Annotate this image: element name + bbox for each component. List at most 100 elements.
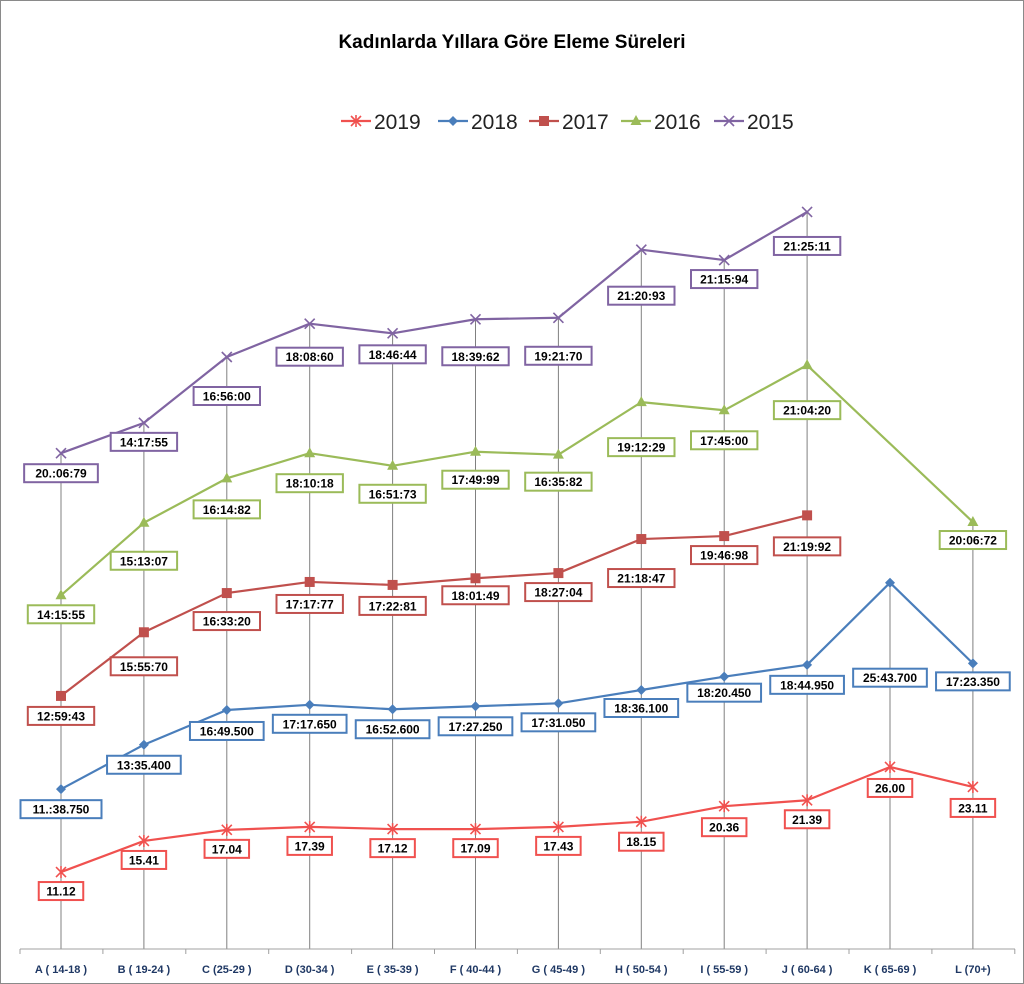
data-label-text: 18:08:60: [286, 350, 334, 364]
data-label-box: [192, 386, 262, 406]
data-point-2018: [553, 698, 564, 709]
data-point-2019: [718, 800, 730, 813]
data-point-2016: [967, 516, 979, 527]
legend-label: 2015: [747, 111, 794, 134]
x-tick-label: C (25-29 ): [202, 964, 252, 976]
data-label-text: 17:31.050: [531, 716, 585, 730]
data-point-2015: [469, 313, 482, 325]
data-label-box: [358, 344, 427, 365]
data-label-2016: 20:06:72: [938, 530, 1008, 551]
data-labels: 11.12 15.41 17.04 17.39 17.12 17.09 17.43 18.15…: [19, 235, 1011, 902]
data-label-2015: 18:46:44: [358, 344, 427, 365]
data-label-2018: 18:20.450: [686, 682, 763, 703]
data-label-box: [607, 437, 676, 458]
data-label-box: [275, 593, 344, 614]
x-tick-label: L (70+): [955, 964, 991, 976]
data-label-box: [524, 582, 593, 603]
x-tick-label: B ( 19-24 ): [118, 964, 171, 976]
data-point-2016: [635, 396, 647, 407]
data-label-box: [188, 720, 265, 741]
data-label-2019: 18.15: [618, 831, 665, 852]
data-point-2016: [552, 448, 564, 459]
data-label-2016: 18:10:18: [275, 473, 344, 494]
data-point-2017: [636, 534, 647, 545]
data-label-box: [618, 831, 665, 852]
marker-asterisk: [350, 115, 362, 127]
data-label-2019: 26.00: [866, 777, 914, 798]
series-lines: [55, 206, 979, 879]
data-label-text: 21:18:47: [617, 572, 665, 586]
data-label-box: [535, 835, 582, 856]
data-label-text: 16:49.500: [200, 724, 254, 738]
data-label-2016: 16:35:82: [524, 471, 593, 492]
data-point-2017: [138, 627, 149, 638]
data-point-2015: [55, 447, 67, 459]
data-point-2018: [138, 739, 149, 750]
data-label-text: 18:46:44: [369, 348, 417, 362]
data-label-box: [772, 235, 842, 256]
data-point-2019: [967, 780, 979, 793]
data-label-text: 26.00: [875, 781, 905, 795]
legend-item-2017: 2017: [529, 111, 609, 134]
data-point-2017: [56, 690, 66, 701]
data-point-2018: [636, 685, 647, 695]
data-label-text: 20.36: [709, 821, 739, 835]
data-label-box: [772, 536, 842, 557]
data-label-text: 18:27:04: [534, 586, 582, 600]
data-label-2015: 21:20:93: [607, 285, 676, 306]
data-point-2018: [304, 699, 315, 710]
data-label-text: 21:20:93: [617, 289, 665, 303]
data-label-box: [700, 817, 748, 838]
data-label-box: [772, 400, 842, 421]
data-label-2018: 25:43.700: [852, 667, 928, 688]
drop-lines: [60, 211, 974, 949]
data-label-2018: 18:36.100: [603, 698, 680, 718]
data-label-text: 11.12: [46, 885, 76, 899]
data-label-2015: 14:17:55: [109, 431, 179, 452]
legend-label: 2016: [654, 111, 701, 134]
data-label-box: [690, 430, 759, 451]
series-line-2018: [60, 581, 974, 791]
data-label-box: [26, 705, 96, 726]
data-label-text: 16:33:20: [203, 615, 251, 629]
data-label-2018: 17:31.050: [520, 712, 597, 733]
data-point-2015: [387, 327, 399, 339]
legend-item-2016: 2016: [621, 111, 701, 134]
data-label-text: 17:23.350: [946, 675, 1000, 689]
data-point-2017: [719, 531, 730, 542]
x-tick-label: G ( 45-49 ): [532, 964, 586, 976]
data-label-box: [109, 550, 179, 571]
data-label-2017: 21:19:92: [772, 536, 842, 557]
data-label-2019: 11.12: [37, 881, 85, 902]
data-label-box: [524, 345, 593, 366]
data-label-text: 18:20.450: [697, 686, 751, 700]
data-point-2015: [635, 244, 647, 256]
data-label-text: 16:14:82: [203, 503, 251, 517]
data-label-box: [369, 838, 416, 859]
data-label-2017: 18:01:49: [441, 585, 510, 606]
data-label-2019: 23.11: [949, 797, 997, 818]
data-point-2019: [387, 823, 399, 836]
data-label-text: 15:13:07: [120, 554, 168, 568]
data-label-text: 17:17.650: [283, 717, 337, 731]
data-label-text: 17:49:99: [451, 473, 499, 487]
data-label-box: [275, 346, 344, 367]
data-point-2018: [470, 701, 481, 712]
data-point-2015: [221, 351, 233, 363]
data-label-text: 21:04:20: [783, 404, 831, 418]
data-label-2019: 17.39: [286, 835, 333, 856]
data-point-2019: [55, 866, 67, 879]
data-point-2018: [885, 577, 895, 588]
data-label-box: [603, 698, 680, 718]
data-point-2015: [718, 254, 730, 266]
x-tick-label: D (30-34 ): [285, 964, 335, 976]
data-point-2018: [387, 704, 398, 715]
data-label-2015: 16:56:00: [192, 386, 262, 406]
data-point-2016: [55, 589, 67, 600]
data-label-text: 18.15: [626, 835, 656, 849]
data-label-box: [524, 471, 593, 492]
data-label-box: [769, 674, 845, 695]
data-point-2016: [718, 404, 730, 415]
